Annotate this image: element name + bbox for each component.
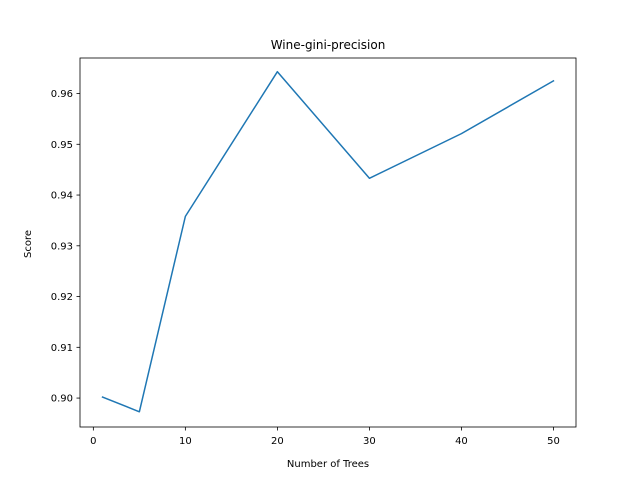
y-tick-label: 0.90 (51, 394, 73, 405)
y-tick-label: 0.91 (51, 343, 73, 354)
x-axis-label: Number of Trees (287, 459, 369, 470)
axes-frame (79, 57, 577, 428)
y-axis-label: Score (23, 230, 34, 258)
x-tick-label: 0 (90, 436, 96, 447)
x-tick-label: 20 (271, 436, 284, 447)
y-tick-label: 0.92 (51, 292, 73, 303)
x-tick-label: 50 (547, 436, 560, 447)
x-tick-label: 30 (363, 436, 376, 447)
series-line-0 (101, 70, 555, 413)
chart-title: Wine-gini-precision (271, 38, 386, 52)
y-tick-label: 0.95 (51, 140, 73, 151)
plot-area: 0 10 20 30 40 50 0.90 0.91 0.92 0.93 0.94 0.95 0.96 (51, 57, 577, 447)
x-tick-label: 40 (455, 436, 468, 447)
y-tick-label: 0.94 (51, 191, 73, 202)
x-tick-label: 10 (179, 436, 192, 447)
y-tick-label: 0.96 (51, 89, 73, 100)
y-tick-label: 0.93 (51, 241, 73, 252)
